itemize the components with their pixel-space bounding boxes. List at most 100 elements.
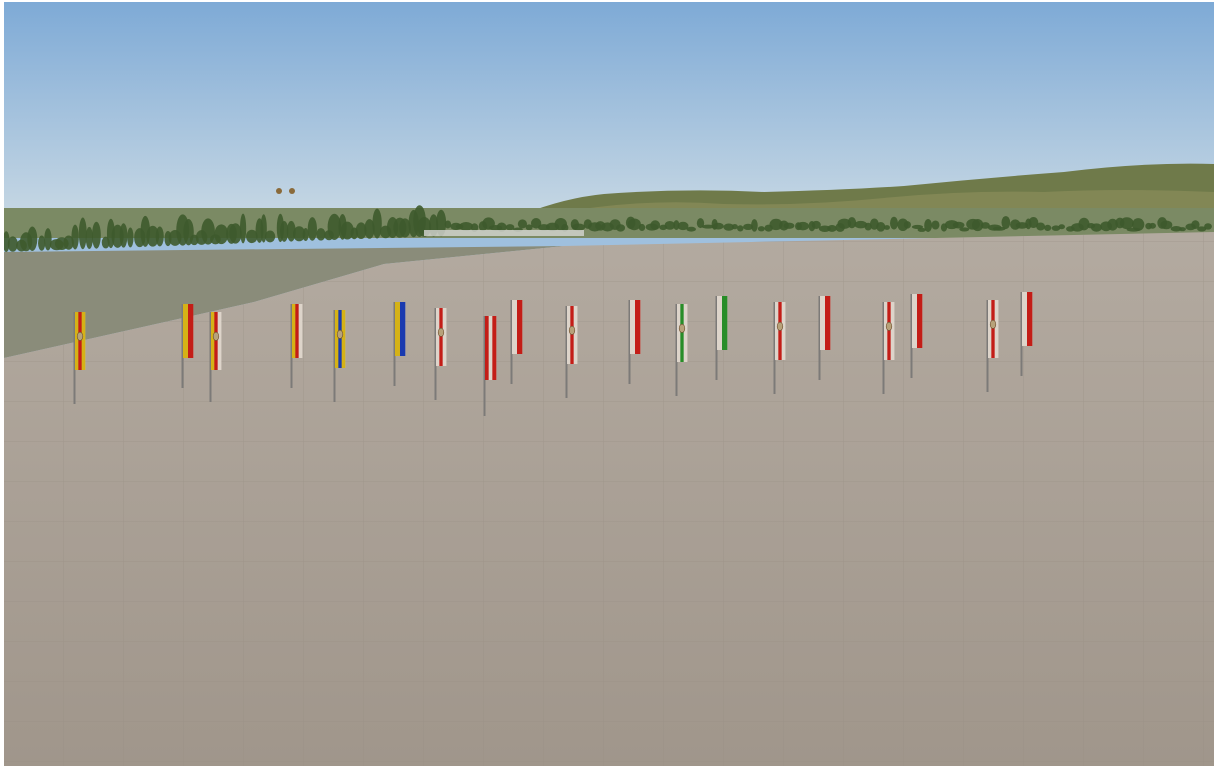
flag-shading bbox=[211, 312, 221, 370]
tree bbox=[146, 225, 160, 247]
tree bbox=[1179, 227, 1186, 232]
tree bbox=[876, 221, 886, 232]
flag-stripe bbox=[485, 316, 489, 380]
flag-stripe bbox=[917, 294, 923, 348]
flag-5 bbox=[333, 310, 346, 402]
tree bbox=[673, 220, 680, 231]
flag-pole bbox=[73, 312, 76, 404]
scenery-view bbox=[4, 2, 1214, 766]
coat-of-arms-icon bbox=[212, 331, 220, 341]
tree bbox=[1015, 222, 1029, 229]
tree bbox=[650, 220, 661, 230]
flag-stripe bbox=[775, 302, 779, 360]
flag-stripe bbox=[884, 302, 888, 360]
flag-8 bbox=[483, 316, 497, 416]
tree bbox=[837, 218, 852, 229]
tree bbox=[701, 224, 715, 229]
tree bbox=[890, 216, 898, 230]
flag-stripe bbox=[439, 308, 443, 366]
flag-10 bbox=[565, 306, 578, 398]
flag-16 bbox=[882, 302, 895, 394]
flag-shading bbox=[630, 300, 640, 354]
flag-stripe bbox=[825, 296, 831, 350]
tree bbox=[470, 223, 479, 232]
tree bbox=[302, 228, 309, 242]
tree bbox=[340, 221, 354, 240]
tree bbox=[229, 223, 242, 244]
flag-stripe bbox=[988, 300, 992, 358]
tree bbox=[743, 223, 754, 231]
flag-stripe bbox=[512, 300, 518, 354]
coat-of-arms-icon bbox=[568, 325, 576, 335]
flag-shading bbox=[292, 304, 302, 358]
tree bbox=[399, 218, 411, 238]
flag-shading bbox=[775, 302, 785, 360]
flag-shading bbox=[335, 310, 345, 368]
flag-stripe bbox=[75, 312, 79, 370]
flag-stripe bbox=[217, 312, 222, 370]
flag-stripe bbox=[214, 312, 218, 370]
flag-pole bbox=[773, 302, 776, 394]
flag-pole bbox=[910, 294, 913, 378]
tree bbox=[327, 213, 342, 241]
flag-pole bbox=[209, 312, 212, 402]
tree bbox=[1090, 223, 1103, 232]
tree bbox=[27, 226, 38, 251]
tree bbox=[496, 222, 507, 232]
tree bbox=[525, 224, 533, 231]
flag-shading bbox=[912, 294, 922, 348]
tree bbox=[737, 225, 744, 232]
coat-of-arms-icon bbox=[336, 329, 344, 339]
tree bbox=[917, 227, 926, 232]
tree bbox=[1160, 220, 1173, 230]
tree bbox=[1191, 220, 1200, 229]
flag-shading bbox=[512, 300, 522, 354]
tree bbox=[677, 221, 689, 231]
flag-shading bbox=[75, 312, 85, 370]
tree bbox=[505, 224, 515, 231]
flag-shading bbox=[717, 296, 727, 350]
tree bbox=[372, 208, 382, 239]
simulator-viewport[interactable] bbox=[4, 2, 1214, 766]
flag-17 bbox=[910, 294, 923, 378]
flag-shading bbox=[485, 316, 496, 380]
flag-stripe bbox=[78, 312, 82, 370]
flag-13 bbox=[715, 296, 728, 380]
tree bbox=[63, 235, 74, 250]
tree bbox=[796, 221, 810, 231]
flag-19 bbox=[1020, 292, 1033, 376]
flag-pole bbox=[628, 300, 631, 384]
tree bbox=[924, 218, 932, 232]
tree bbox=[280, 220, 289, 242]
tree bbox=[264, 230, 276, 243]
flag-shading bbox=[436, 308, 446, 366]
tree bbox=[307, 217, 317, 241]
flag-2 bbox=[181, 304, 194, 388]
tree bbox=[1132, 218, 1145, 231]
tree bbox=[44, 228, 52, 251]
flag-stripe bbox=[722, 296, 728, 350]
tree-line bbox=[4, 205, 1212, 252]
tree bbox=[119, 223, 128, 248]
flag-pole bbox=[393, 302, 396, 386]
tree bbox=[561, 223, 569, 232]
flag-7 bbox=[434, 308, 447, 400]
tree bbox=[723, 223, 735, 231]
flag-stripe bbox=[81, 312, 86, 370]
tree bbox=[571, 223, 586, 231]
flag-pole bbox=[510, 300, 513, 384]
tree bbox=[664, 221, 676, 230]
flag-stripe bbox=[395, 302, 401, 356]
tree bbox=[316, 228, 326, 241]
tree bbox=[293, 226, 306, 242]
tree bbox=[811, 220, 821, 229]
flag-shading bbox=[183, 304, 193, 358]
flag-stripe bbox=[400, 302, 406, 356]
flag-4 bbox=[290, 304, 303, 388]
tree bbox=[246, 229, 258, 244]
flag-14 bbox=[773, 302, 786, 394]
tree bbox=[854, 220, 868, 229]
flag-stripe bbox=[517, 300, 523, 354]
flag-pole bbox=[181, 304, 184, 388]
flag-pole bbox=[1020, 292, 1023, 376]
